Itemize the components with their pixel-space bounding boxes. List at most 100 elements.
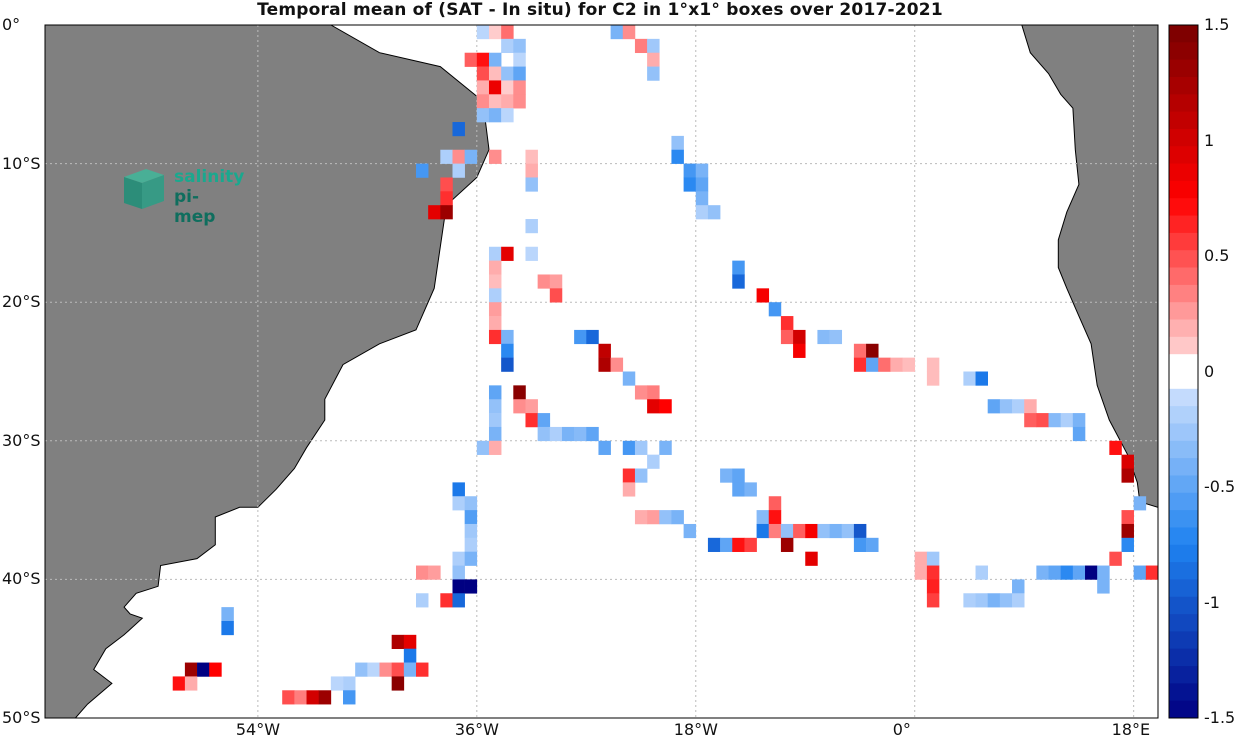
data-cell (707, 205, 721, 220)
data-cell (488, 246, 502, 261)
data-cell (768, 523, 782, 539)
data-cell (1036, 413, 1049, 428)
data-cell (659, 510, 672, 525)
data-cell (221, 620, 234, 636)
colorbar-segment (1169, 59, 1198, 78)
data-cell (793, 329, 806, 345)
data-cell (647, 454, 660, 469)
data-cell (720, 468, 733, 483)
colorbar-segment (1169, 596, 1198, 615)
y-tick-label: 30°S (2, 430, 41, 450)
data-cell (452, 482, 465, 497)
logo-line2: pi-mep (174, 187, 216, 227)
colorbar-segment (1169, 354, 1198, 372)
data-cell (1036, 565, 1049, 580)
data-cell (403, 648, 417, 663)
data-cell (1109, 440, 1122, 455)
data-cell (1121, 537, 1134, 552)
x-tick-label: 0° (892, 720, 911, 739)
data-cell (683, 163, 697, 178)
data-cell (1012, 593, 1025, 608)
data-cell (586, 329, 599, 345)
colorbar-segment (1169, 146, 1198, 164)
data-cell (501, 329, 514, 345)
data-cell (464, 510, 478, 525)
data-cell (1024, 413, 1037, 428)
data-cell (513, 385, 526, 400)
data-cell (1048, 413, 1061, 428)
data-cell (853, 523, 867, 539)
data-cell (987, 399, 1001, 414)
data-cell (866, 537, 879, 552)
data-cell (780, 523, 794, 539)
data-cell (488, 80, 502, 95)
data-cell (610, 25, 624, 40)
x-tick-label: 18°W (673, 720, 718, 739)
data-cell (780, 316, 794, 331)
colorbar-segment (1169, 250, 1198, 268)
data-cell (683, 177, 697, 192)
y-tick-label: 20°S (2, 292, 41, 312)
colorbar-segment (1169, 76, 1198, 95)
data-cell (501, 343, 514, 358)
data-cell (744, 482, 757, 497)
data-cell (1097, 579, 1110, 594)
colorbar-segment (1169, 527, 1198, 546)
data-cell (513, 52, 526, 67)
data-cell (476, 52, 490, 67)
data-cell (695, 163, 709, 178)
data-cell (440, 593, 453, 608)
data-cell (683, 523, 697, 539)
data-cell (464, 149, 478, 164)
data-cell (987, 593, 1001, 608)
data-cell (501, 80, 514, 95)
colorbar-segment (1169, 423, 1198, 442)
data-cell (537, 274, 551, 289)
data-cell (294, 690, 307, 705)
data-cell (1060, 413, 1074, 428)
data-cell (768, 302, 782, 317)
data-cell (634, 385, 648, 400)
data-cell (853, 537, 867, 552)
data-cell (817, 523, 830, 539)
data-cell (622, 440, 636, 455)
data-cell (513, 94, 526, 109)
data-cell (440, 205, 453, 220)
data-cell (172, 676, 186, 691)
data-cell (476, 94, 490, 109)
data-cell (1085, 565, 1098, 580)
colorbar-segment (1169, 666, 1198, 684)
data-cell (975, 371, 988, 386)
data-cell (647, 66, 660, 81)
logo-cube-icon (124, 169, 164, 209)
data-cell (805, 523, 818, 539)
colorbar-segment (1169, 544, 1198, 563)
data-cell (330, 676, 344, 691)
data-cell (659, 440, 672, 455)
data-cell (780, 329, 794, 345)
data-cell (756, 510, 770, 525)
data-cell (926, 579, 940, 594)
data-cell (282, 690, 295, 705)
data-cell (452, 163, 465, 178)
data-cell (501, 246, 514, 261)
data-cell (416, 163, 429, 178)
data-cell (501, 94, 514, 109)
data-cell (452, 579, 465, 594)
colorbar-segment (1169, 475, 1198, 494)
data-cell (805, 551, 818, 566)
data-cell (634, 440, 648, 455)
data-cell (1012, 579, 1025, 594)
data-cell (488, 316, 502, 331)
data-cell (914, 551, 928, 566)
data-cell (732, 468, 745, 483)
data-cell (634, 38, 648, 54)
data-cell (586, 426, 599, 442)
data-cell (464, 523, 478, 539)
data-cell (488, 413, 502, 428)
data-cell (488, 329, 502, 345)
data-cell (622, 468, 636, 483)
data-cell (343, 690, 356, 705)
data-cell (866, 343, 879, 358)
data-cell (501, 108, 514, 123)
